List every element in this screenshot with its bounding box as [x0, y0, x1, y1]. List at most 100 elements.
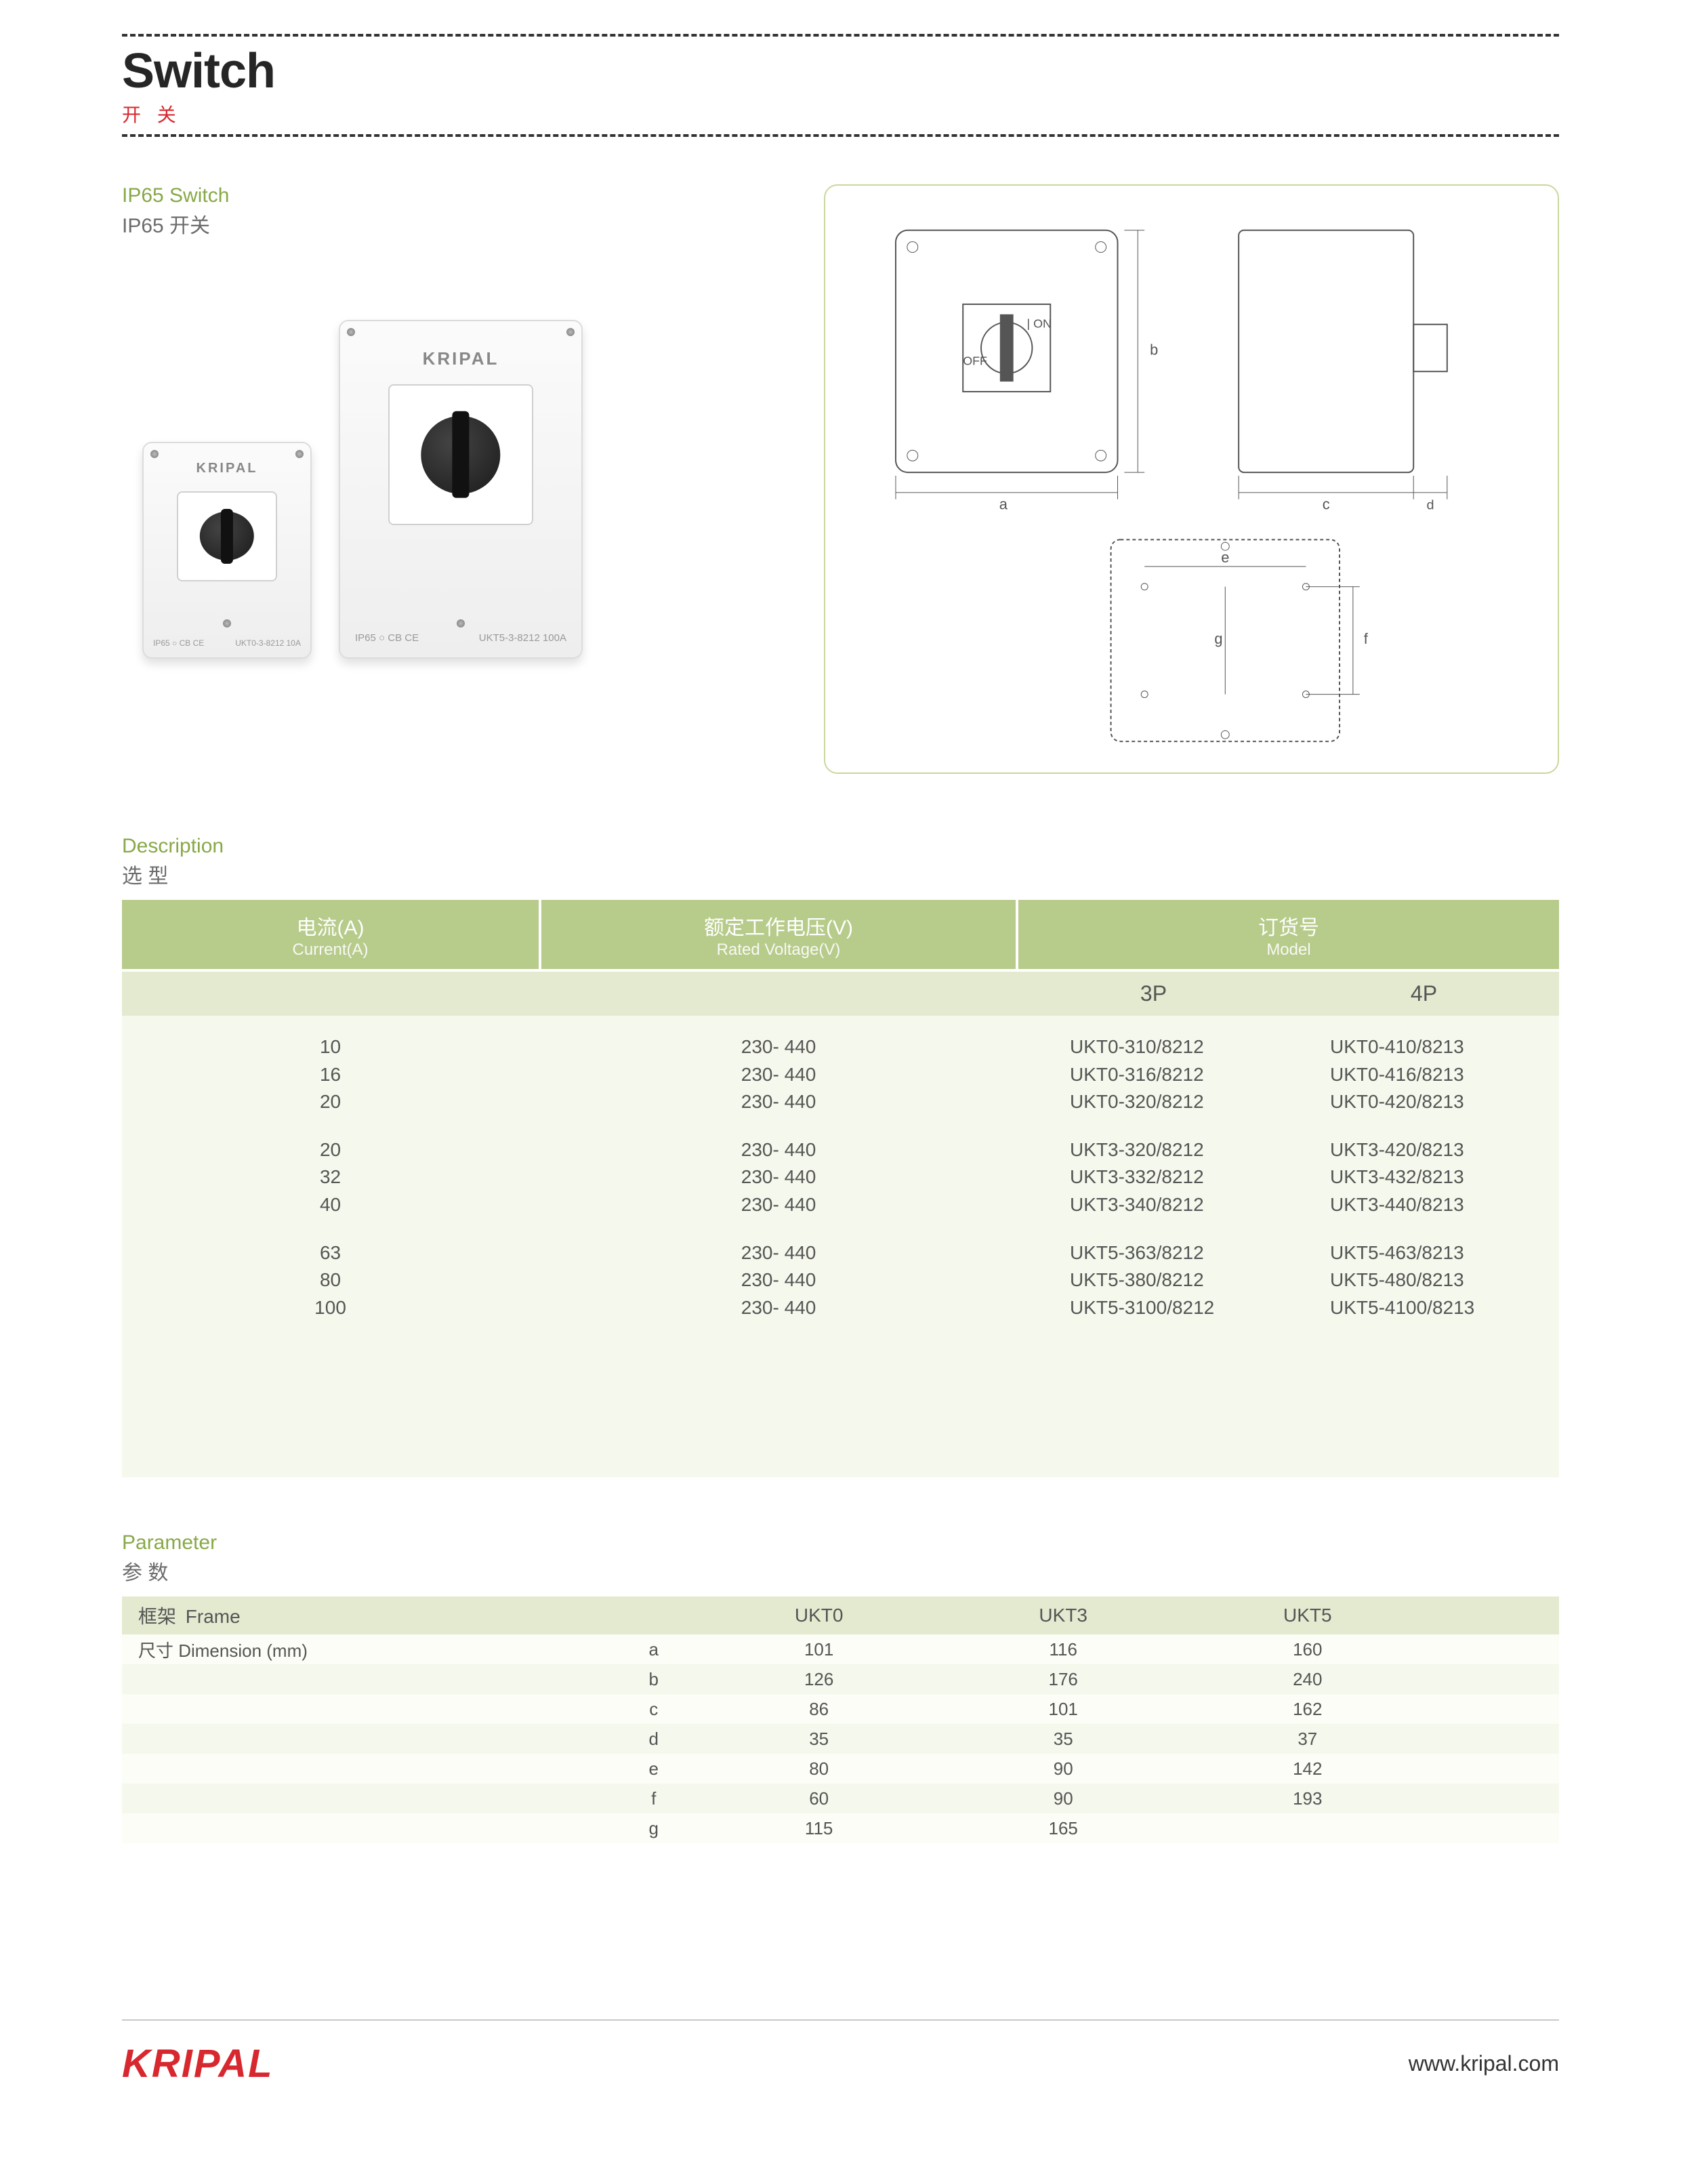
col-3p: UKT0-310/8212UKT0-316/8212UKT0-320/8212U… [1018, 1033, 1299, 1342]
dimension-value: 35 [941, 1729, 1186, 1750]
cell-current: 80 [122, 1266, 539, 1294]
top-dashed-rule [122, 34, 1559, 37]
switch-brand: KRIPAL [340, 348, 581, 369]
diagram-dim-a: a [999, 496, 1008, 513]
cell-voltage: 230- 440 [541, 1136, 1016, 1164]
dimension-key: b [610, 1669, 697, 1690]
dimension-value: 165 [941, 1818, 1186, 1839]
cell-voltage: 230- 440 [541, 1294, 1016, 1322]
brand-logo: KRIPAL [122, 2041, 274, 2086]
dimension-value: 90 [941, 1788, 1186, 1809]
col-4p: UKT0-410/8213UKT0-416/8213UKT0-420/8213 U… [1299, 1033, 1559, 1342]
screw-icon [347, 328, 355, 336]
cell-voltage: 230- 440 [541, 1163, 1016, 1191]
left-column: IP65 Switch IP65 开关 KRIPAL IP65 ○ CB CE … [122, 184, 783, 774]
cell-voltage: 230- 440 [541, 1061, 1016, 1089]
cell-voltage: 230- 440 [541, 1088, 1016, 1116]
switch-small: KRIPAL IP65 ○ CB CE UKT0-3-8212 10A [142, 442, 312, 659]
diagram-on-label: | ON [1026, 317, 1051, 331]
dimension-value: 142 [1186, 1758, 1430, 1779]
cell-current: 63 [122, 1239, 539, 1267]
cell-voltage: 230- 440 [541, 1191, 1016, 1219]
cell-model-3p: UKT3-320/8212 [1070, 1136, 1299, 1164]
rotary-knob-icon [421, 416, 500, 493]
description-header-row: 电流(A) Current(A) 额定工作电压(V) Rated Voltage… [122, 900, 1559, 969]
cell-model-4p: UKT0-410/8213 [1330, 1033, 1559, 1061]
cell-current: 32 [122, 1163, 539, 1191]
frame-header: 框架 Frame [122, 1602, 610, 1629]
parameter-section: Parameter 参 数 框架 Frame UKT0 UKT3 UKT5 尺寸… [122, 1531, 1559, 1843]
dimension-value: 176 [941, 1669, 1186, 1690]
page-subtitle: 开 关 [122, 100, 1559, 127]
cell-current: 20 [122, 1136, 539, 1164]
cell-model-4p: UKT5-480/8213 [1330, 1266, 1559, 1294]
right-column: | ON OFF a b c [824, 184, 1559, 774]
parameter-label-en: Parameter [122, 1531, 1559, 1554]
dimension-value: 115 [697, 1818, 941, 1839]
frame-col-1: UKT3 [941, 1605, 1186, 1626]
sub-header-4p: 4P [1289, 972, 1559, 1016]
diagram-dim-b: b [1150, 341, 1158, 358]
screw-icon [223, 619, 231, 627]
switch-footer-right: UKT5-3-8212 100A [479, 632, 566, 644]
parameter-label-cn: 参 数 [122, 1556, 1559, 1586]
dimension-value: 37 [1186, 1729, 1430, 1750]
dimension-value: 126 [697, 1669, 941, 1690]
cell-model-3p: UKT5-3100/8212 [1070, 1294, 1299, 1322]
parameter-body: 尺寸 Dimension (mm)a101116160b126176240c86… [122, 1634, 1559, 1843]
parameter-row: 尺寸 Dimension (mm)a101116160 [122, 1634, 1559, 1664]
cell-voltage: 230- 440 [541, 1239, 1016, 1267]
switch-footer-left: IP65 ○ CB CE [355, 632, 419, 644]
cell-voltage: 230- 440 [541, 1033, 1016, 1061]
dimension-value: 86 [697, 1699, 941, 1720]
parameter-row: b126176240 [122, 1664, 1559, 1694]
cell-model-3p: UKT5-363/8212 [1070, 1239, 1299, 1267]
parameter-row: d353537 [122, 1724, 1559, 1754]
dimension-label: 尺寸 Dimension (mm) [122, 1637, 610, 1662]
page-footer: KRIPAL www.kripal.com [122, 2019, 1559, 2086]
cell-model-3p: UKT0-316/8212 [1070, 1061, 1299, 1089]
switch-footer-left: IP65 ○ CB CE [153, 638, 204, 648]
dimension-diagram: | ON OFF a b c [824, 184, 1559, 774]
cell-current: 20 [122, 1088, 539, 1116]
screw-icon [457, 619, 465, 627]
cell-model-4p: UKT5-463/8213 [1330, 1239, 1559, 1267]
cell-current: 10 [122, 1033, 539, 1061]
frame-col-2: UKT5 [1186, 1605, 1430, 1626]
cell-model-4p: UKT0-420/8213 [1330, 1088, 1559, 1116]
dimension-key: d [610, 1729, 697, 1750]
frame-col-0: UKT0 [697, 1605, 941, 1626]
description-section: Description 选 型 电流(A) Current(A) 额定工作电压(… [122, 835, 1559, 1477]
cell-model-4p: UKT0-416/8213 [1330, 1061, 1559, 1089]
col-header-voltage: 额定工作电压(V) Rated Voltage(V) [541, 900, 1016, 969]
dimension-key: a [610, 1639, 697, 1660]
cell-model-3p: UKT5-380/8212 [1070, 1266, 1299, 1294]
dimension-key: e [610, 1758, 697, 1779]
diagram-off-label: OFF [963, 354, 987, 367]
cell-model-4p: UKT3-440/8213 [1330, 1191, 1559, 1219]
cell-model-3p: UKT0-310/8212 [1070, 1033, 1299, 1061]
rotary-knob-icon [200, 512, 254, 560]
sub-spacer [122, 972, 539, 1016]
description-label-cn: 选 型 [122, 859, 1559, 889]
dimension-value: 60 [697, 1788, 941, 1809]
product-image: KRIPAL IP65 ○ CB CE UKT0-3-8212 10A KRIP… [122, 279, 783, 659]
cell-voltage: 230- 440 [541, 1266, 1016, 1294]
page-title: Switch [122, 43, 1559, 99]
ip65-label-en: IP65 Switch [122, 184, 783, 207]
cell-current: 100 [122, 1294, 539, 1322]
col-voltage: 230- 440230- 440230- 440230- 440230- 440… [541, 1033, 1016, 1342]
switch-footer: IP65 ○ CB CE UKT0-3-8212 10A [144, 638, 310, 648]
knob-plate [388, 384, 533, 525]
parameter-row: f6090193 [122, 1784, 1559, 1813]
sub-spacer [541, 972, 1016, 1016]
parameter-row: g115165 [122, 1813, 1559, 1843]
dimension-key: f [610, 1788, 697, 1809]
col-current: 1016202032406380100 [122, 1033, 539, 1342]
col-header-model: 订货号 Model [1018, 900, 1559, 969]
dimension-key: g [610, 1818, 697, 1839]
knob-plate [177, 491, 277, 581]
dimension-value: 116 [941, 1639, 1186, 1660]
cell-current: 16 [122, 1061, 539, 1089]
description-label-en: Description [122, 835, 1559, 858]
